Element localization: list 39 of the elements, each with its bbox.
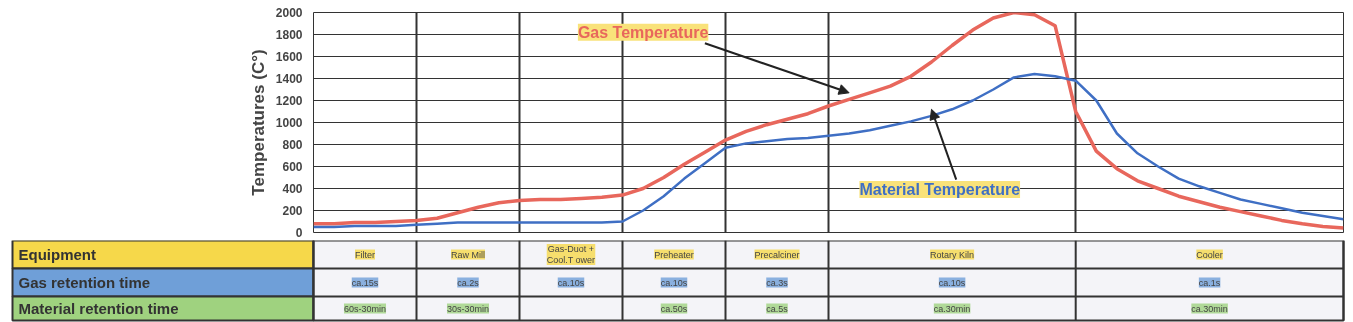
- text: ca.2s: [457, 277, 480, 288]
- text: Material retention time: [18, 300, 179, 317]
- text: ca.15s: [351, 277, 379, 288]
- y-tick-label: 800: [282, 138, 303, 152]
- text: Material Temperature: [859, 181, 1021, 199]
- y-tick-label: 200: [282, 204, 303, 218]
- line-series: [313, 12, 1344, 230]
- y-tick-label: 0: [295, 226, 303, 240]
- text: ca.10s: [938, 277, 966, 288]
- text: ca.1s: [1198, 277, 1221, 288]
- text: Rotary Kiln: [930, 249, 975, 260]
- y-tick-label: 1200: [275, 94, 303, 108]
- y-tick-label: 1600: [275, 50, 303, 64]
- text: ca.50s: [660, 303, 688, 314]
- y-tick-label: 600: [282, 160, 303, 174]
- text: Gas retention time: [18, 274, 151, 291]
- text: 30s-30min: [446, 303, 490, 314]
- text: ca.30min: [933, 303, 971, 314]
- text: Gas Temperature: [577, 23, 709, 41]
- text: Gas-Duot + Cool.T ower: [546, 244, 596, 265]
- text: ca.10s: [557, 277, 585, 288]
- text: Raw Mill: [451, 249, 486, 260]
- text: Filter: [355, 249, 375, 260]
- text: Cooler: [1196, 249, 1223, 260]
- text: Precalciner: [754, 249, 800, 260]
- text: ca.10s: [660, 277, 688, 288]
- y-tick-label: 400: [282, 182, 303, 196]
- text: ca.5s: [766, 303, 789, 314]
- y-axis-title: Temperatures (C°): [248, 49, 268, 196]
- text: Equipment: [18, 246, 96, 263]
- text: ca.3s: [766, 277, 789, 288]
- y-tick-label: 1000: [275, 116, 303, 130]
- line-series: [313, 72, 1344, 229]
- y-tick-label: 1400: [275, 72, 303, 86]
- text: Preheater: [654, 249, 694, 260]
- y-tick-label: 1800: [275, 28, 303, 42]
- text: ca.30min: [1191, 303, 1228, 314]
- y-tick-label: 2000: [275, 6, 303, 20]
- text: 60s-30min: [343, 303, 387, 314]
